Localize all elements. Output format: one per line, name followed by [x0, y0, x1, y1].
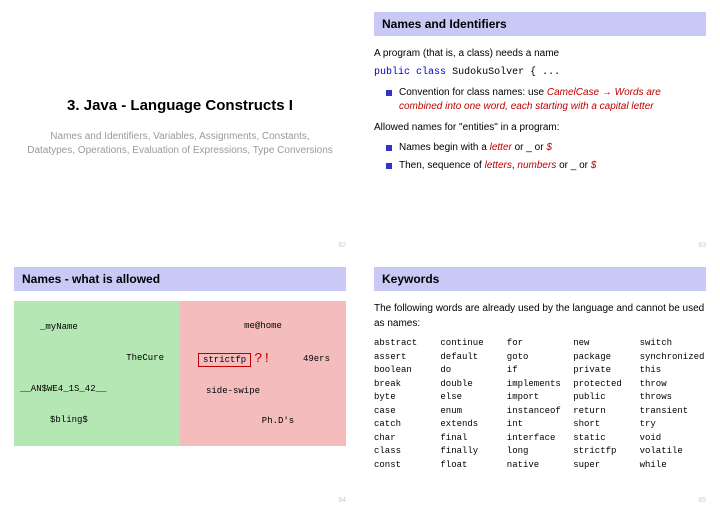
- keyword-cell: break: [374, 378, 440, 392]
- keyword-class: class: [416, 67, 446, 78]
- slide-names-allowed: Names - what is allowed _myName TheCure …: [0, 255, 360, 510]
- valid-names-box: _myName TheCure __AN$WE4_1S_42__ $bling$: [14, 301, 180, 446]
- keyword-cell: public: [573, 391, 639, 405]
- exclamation-icon: ?!: [254, 351, 271, 367]
- keyword-cell: short: [573, 418, 639, 432]
- keyword-cell: do: [440, 364, 506, 378]
- keyword-cell: volatile: [640, 445, 706, 459]
- code-rest: SudokuSolver { ...: [452, 67, 560, 78]
- keyword-cell: switch: [640, 337, 706, 351]
- intro-text: A program (that is, a class) needs a nam…: [374, 46, 706, 61]
- keyword-cell: byte: [374, 391, 440, 405]
- slide-title: 3. Java - Language Constructs I Names an…: [0, 0, 360, 255]
- slide-header: Keywords: [374, 267, 706, 291]
- bullet-begin: Names begin with a letter or _ or $: [386, 141, 706, 155]
- slide-header: Names - what is allowed: [14, 267, 346, 291]
- keyword-cell: implements: [507, 378, 573, 392]
- keyword-cell: super: [573, 459, 639, 473]
- keyword-cell: interface: [507, 432, 573, 446]
- keyword-cell: char: [374, 432, 440, 446]
- keyword-cell: native: [507, 459, 573, 473]
- keyword-cell: else: [440, 391, 506, 405]
- keyword-cell: const: [374, 459, 440, 473]
- keyword-cell: long: [507, 445, 573, 459]
- subtitle-line-2: Datatypes, Operations, Evaluation of Exp…: [27, 144, 333, 158]
- keyword-cell: goto: [507, 351, 573, 365]
- keyword-cell: new: [573, 337, 639, 351]
- bullet-sequence: Then, sequence of letters, numbers or _ …: [386, 159, 706, 173]
- keyword-cell: catch: [374, 418, 440, 432]
- keyword-cell: try: [640, 418, 706, 432]
- keyword-cell: finally: [440, 445, 506, 459]
- subtitle-line-1: Names and Identifiers, Variables, Assign…: [50, 130, 309, 144]
- keyword-cell: default: [440, 351, 506, 365]
- keywords-intro: The following words are already used by …: [374, 301, 706, 331]
- code-sample: public class SudokuSolver { ...: [374, 67, 706, 78]
- keyword-cell: private: [573, 364, 639, 378]
- keyword-public: public: [374, 67, 410, 78]
- bullet-marker-icon: [386, 145, 392, 151]
- slide-names-identifiers: Names and Identifiers A program (that is…: [360, 0, 720, 255]
- allowed-text: Allowed names for "entities" in a progra…: [374, 120, 706, 135]
- keyword-cell: int: [507, 418, 573, 432]
- keyword-cell: throw: [640, 378, 706, 392]
- keyword-cell: continue: [440, 337, 506, 351]
- keyword-cell: final: [440, 432, 506, 446]
- page-number: 82: [338, 242, 346, 249]
- keyword-cell: return: [573, 405, 639, 419]
- keyword-cell: import: [507, 391, 573, 405]
- keyword-cell: while: [640, 459, 706, 473]
- page-number: 83: [698, 242, 706, 249]
- slide-keywords: Keywords The following words are already…: [360, 255, 720, 510]
- keyword-cell: float: [440, 459, 506, 473]
- keyword-cell: abstract: [374, 337, 440, 351]
- keyword-cell: synchronized: [640, 351, 706, 365]
- keyword-cell: protected: [573, 378, 639, 392]
- names-example-box: _myName TheCure __AN$WE4_1S_42__ $bling$…: [14, 301, 346, 446]
- bullet-marker-icon: [386, 90, 392, 96]
- keyword-cell: assert: [374, 351, 440, 365]
- keyword-cell: case: [374, 405, 440, 419]
- keyword-cell: class: [374, 445, 440, 459]
- page-number: 85: [698, 497, 706, 504]
- page-number: 84: [338, 497, 346, 504]
- keyword-cell: this: [640, 364, 706, 378]
- bullet-camelcase: Convention for class names: use CamelCas…: [386, 86, 706, 114]
- keyword-cell: strictfp: [573, 445, 639, 459]
- keyword-cell: transient: [640, 405, 706, 419]
- keyword-cell: for: [507, 337, 573, 351]
- keyword-cell: void: [640, 432, 706, 446]
- invalid-names-box: me@home strictfp?! 49ers side-swipe Ph.D…: [180, 301, 346, 446]
- keyword-cell: double: [440, 378, 506, 392]
- strictfp-highlight: strictfp: [198, 353, 251, 367]
- keywords-table: abstractcontinuefornewswitch assertdefaul…: [374, 337, 706, 472]
- keyword-cell: package: [573, 351, 639, 365]
- keyword-cell: if: [507, 364, 573, 378]
- slide-header: Names and Identifiers: [374, 12, 706, 36]
- keyword-cell: throws: [640, 391, 706, 405]
- keyword-cell: extends: [440, 418, 506, 432]
- keyword-cell: enum: [440, 405, 506, 419]
- main-title: 3. Java - Language Constructs I: [67, 97, 293, 114]
- keyword-cell: instanceof: [507, 405, 573, 419]
- keyword-cell: static: [573, 432, 639, 446]
- keyword-cell: boolean: [374, 364, 440, 378]
- bullet-marker-icon: [386, 163, 392, 169]
